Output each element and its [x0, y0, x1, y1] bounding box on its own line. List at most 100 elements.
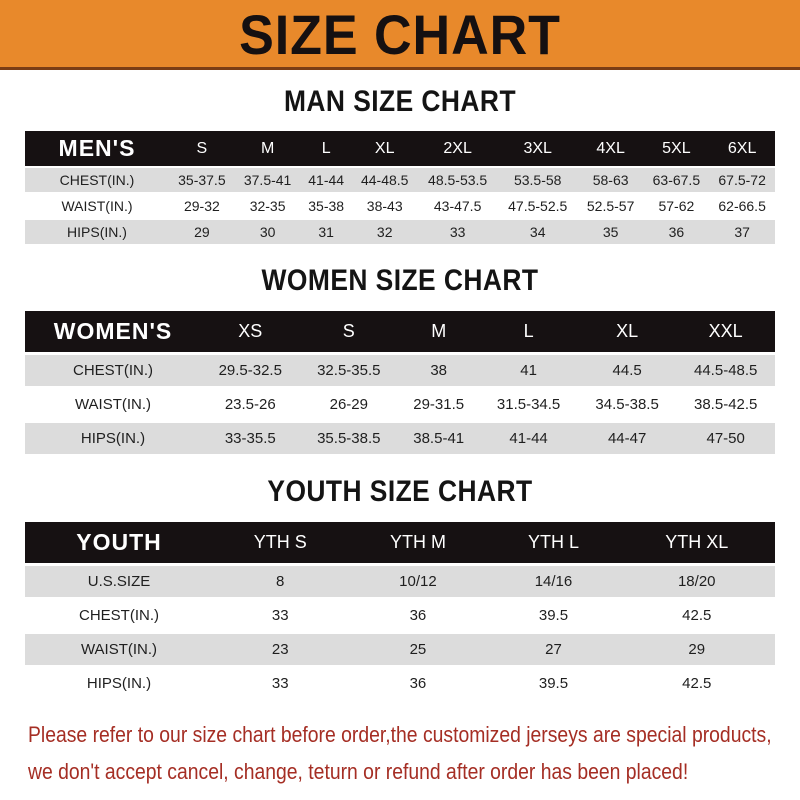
men-column-header-s: S: [169, 131, 235, 166]
women-row-hips-in: HIPS(IN.) 33-35.5 35.5-38.5 38.5-41 41-44 44-…: [25, 423, 775, 454]
women-column-header-xl: XL: [577, 311, 677, 352]
men-column-header-3xl: 3XL: [497, 131, 578, 166]
men-column-header-l: L: [300, 131, 352, 166]
footer-note-line2: we don't accept cancel, change, teturn o…: [28, 759, 689, 784]
men-chest-in-cell-2: 37.5-41: [234, 168, 301, 192]
youth-section-title: YOUTH SIZE CHART: [267, 475, 533, 508]
youth-header-row: YOUTH YTH S YTH M YTH L YTH XL: [25, 522, 775, 563]
men-hips-in-cell-6: 34: [497, 220, 578, 244]
men-chest-in-cell-8: 63-67.5: [643, 168, 710, 192]
youth-hips-in-cell-3: 39.5: [488, 668, 619, 699]
men-chest-in-cell-5: 48.5-53.5: [417, 168, 498, 192]
youth-size-table: YOUTH YTH S YTH M YTH L YTH XL U.S.SIZE 8 10/12…: [25, 519, 775, 702]
men-column-header-5xl: 5XL: [643, 131, 710, 166]
women-column-header-s: S: [299, 311, 399, 352]
women-table-wrap: WOMEN'S XS S M L XL XXL CHEST(IN.) 29.5-32.5 32.5…: [25, 308, 775, 457]
size-chart-sections: MAN SIZE CHART MEN'S S M L XL 2XL 3XL 4XL 5XL 6XL C…: [0, 85, 800, 702]
men-header-row: MEN'S S M L XL 2XL 3XL 4XL 5XL 6XL: [25, 131, 775, 166]
men-table-wrap: MEN'S S M L XL 2XL 3XL 4XL 5XL 6XL CHEST(IN.) 35-37…: [25, 129, 775, 246]
men-chest-in-cell-1: 35-37.5: [169, 168, 235, 192]
men-hips-in-cell-9: 37: [709, 220, 775, 244]
men-hips-in-cell-8: 36: [643, 220, 710, 244]
men-chest-in-cell-4: 44-48.5: [351, 168, 418, 192]
women-column-header-xs: XS: [201, 311, 300, 352]
youth-u-s-size-cell-3: 14/16: [488, 566, 619, 597]
men-hips-in-cell-7: 35: [577, 220, 644, 244]
men-waist-in-cell-1: 29-32: [169, 194, 235, 218]
men-section: MAN SIZE CHART MEN'S S M L XL 2XL 3XL 4XL 5XL 6XL C…: [0, 85, 800, 246]
youth-waist-in-cell-1: 23: [213, 634, 348, 665]
youth-row-label-waist-in: WAIST(IN.): [25, 634, 213, 665]
youth-row-waist-in: WAIST(IN.) 23 25 27 29: [25, 634, 775, 665]
youth-hips-in-cell-4: 42.5: [618, 668, 775, 699]
women-section: WOMEN SIZE CHART WOMEN'S XS S M L XL XXL CHEST(I…: [0, 264, 800, 457]
men-section-title: MAN SIZE CHART: [283, 85, 517, 118]
youth-waist-in-cell-4: 29: [618, 634, 775, 665]
women-row-label-waist-in: WAIST(IN.): [25, 389, 201, 420]
women-section-title: WOMEN SIZE CHART: [261, 264, 539, 297]
men-hips-in-cell-1: 29: [169, 220, 235, 244]
women-chest-in-cell-2: 32.5-35.5: [299, 355, 399, 386]
men-waist-in-cell-7: 52.5-57: [577, 194, 644, 218]
men-row-hips-in: HIPS(IN.) 29 30 31 32 33 34 35 36 37: [25, 220, 775, 244]
women-waist-in-cell-5: 34.5-38.5: [577, 389, 677, 420]
men-row-waist-in: WAIST(IN.) 29-32 32-35 35-38 38-43 43-47.5 47.…: [25, 194, 775, 218]
men-row-label-hips-in: HIPS(IN.): [25, 220, 169, 244]
men-waist-in-cell-5: 43-47.5: [417, 194, 498, 218]
banner-title: SIZE CHART: [239, 2, 561, 66]
men-row-chest-in: CHEST(IN.) 35-37.5 37.5-41 41-44 44-48.5 48.5…: [25, 168, 775, 192]
youth-section: YOUTH SIZE CHART YOUTH YTH S YTH M YTH L YTH …: [0, 475, 800, 702]
men-row-label-waist-in: WAIST(IN.): [25, 194, 169, 218]
men-column-header-6xl: 6XL: [709, 131, 775, 166]
youth-column-header-yth-m: YTH M: [347, 522, 489, 563]
youth-waist-in-cell-2: 25: [347, 634, 489, 665]
men-hips-in-cell-5: 33: [417, 220, 498, 244]
youth-chest-in-cell-3: 39.5: [488, 600, 619, 631]
footer-note: Please refer to our size chart before or…: [0, 716, 800, 790]
women-header-label: WOMEN'S: [25, 311, 201, 352]
men-column-header-4xl: 4XL: [577, 131, 644, 166]
women-column-header-l: L: [479, 311, 578, 352]
men-header-label: MEN'S: [25, 131, 169, 166]
youth-table-wrap: YOUTH YTH S YTH M YTH L YTH XL U.S.SIZE 8 10/12…: [25, 519, 775, 702]
youth-column-header-yth-s: YTH S: [213, 522, 348, 563]
men-chest-in-cell-6: 53.5-58: [497, 168, 578, 192]
youth-u-s-size-cell-2: 10/12: [347, 566, 489, 597]
women-chest-in-cell-5: 44.5: [577, 355, 677, 386]
youth-row-label-u-s-size: U.S.SIZE: [25, 566, 213, 597]
banner: SIZE CHART: [0, 0, 800, 70]
men-waist-in-cell-9: 62-66.5: [709, 194, 775, 218]
women-waist-in-cell-2: 26-29: [299, 389, 399, 420]
men-size-table: MEN'S S M L XL 2XL 3XL 4XL 5XL 6XL CHEST(IN.) 35-37…: [25, 129, 775, 246]
women-chest-in-cell-1: 29.5-32.5: [201, 355, 300, 386]
youth-row-chest-in: CHEST(IN.) 33 36 39.5 42.5: [25, 600, 775, 631]
youth-u-s-size-cell-4: 18/20: [618, 566, 775, 597]
women-size-table: WOMEN'S XS S M L XL XXL CHEST(IN.) 29.5-32.5 32.5…: [25, 308, 775, 457]
youth-row-label-chest-in: CHEST(IN.): [25, 600, 213, 631]
women-column-header-xxl: XXL: [676, 311, 775, 352]
women-waist-in-cell-6: 38.5-42.5: [676, 389, 775, 420]
men-waist-in-cell-6: 47.5-52.5: [497, 194, 578, 218]
men-column-header-m: M: [234, 131, 301, 166]
men-waist-in-cell-4: 38-43: [351, 194, 418, 218]
youth-column-header-yth-xl: YTH XL: [618, 522, 775, 563]
men-waist-in-cell-3: 35-38: [300, 194, 352, 218]
women-hips-in-cell-3: 38.5-41: [398, 423, 480, 454]
women-hips-in-cell-6: 47-50: [676, 423, 775, 454]
youth-chest-in-cell-2: 36: [347, 600, 489, 631]
footer-note-line1: Please refer to our size chart before or…: [28, 722, 772, 747]
men-chest-in-cell-7: 58-63: [577, 168, 644, 192]
women-row-chest-in: CHEST(IN.) 29.5-32.5 32.5-35.5 38 41 44.5 44.5…: [25, 355, 775, 386]
women-waist-in-cell-1: 23.5-26: [201, 389, 300, 420]
women-chest-in-cell-3: 38: [398, 355, 480, 386]
youth-waist-in-cell-3: 27: [488, 634, 619, 665]
youth-chest-in-cell-4: 42.5: [618, 600, 775, 631]
youth-u-s-size-cell-1: 8: [213, 566, 348, 597]
women-row-label-chest-in: CHEST(IN.): [25, 355, 201, 386]
youth-row-hips-in: HIPS(IN.) 33 36 39.5 42.5: [25, 668, 775, 699]
women-column-header-m: M: [398, 311, 480, 352]
women-hips-in-cell-2: 35.5-38.5: [299, 423, 399, 454]
women-chest-in-cell-4: 41: [479, 355, 578, 386]
men-waist-in-cell-2: 32-35: [234, 194, 301, 218]
